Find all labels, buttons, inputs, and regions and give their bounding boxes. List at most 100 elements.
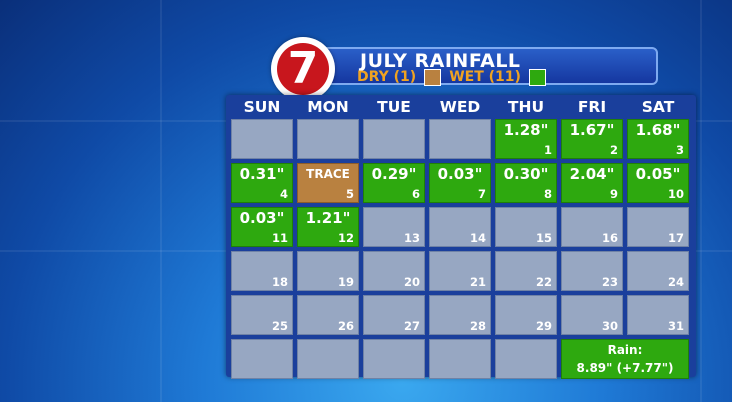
- day-number: 16: [601, 231, 618, 245]
- day-number: 26: [337, 319, 354, 333]
- day-cell-29: 29: [495, 295, 557, 335]
- day-number: 2: [609, 143, 618, 157]
- logo-badge: 7: [277, 43, 329, 95]
- background-stripe: [700, 0, 702, 402]
- total-label: Rain:: [607, 343, 643, 357]
- monthly-total-cell: Rain: 8.89" (+7.77"): [561, 339, 689, 379]
- day-number: 28: [469, 319, 486, 333]
- title-banner: JULY RAINFALL DRY (1) WET (11): [322, 47, 658, 86]
- weekday-label-fri: FRI: [577, 98, 607, 116]
- day-cell-22: 22: [495, 251, 557, 291]
- weekday-header: SUN MON TUE WED THU FRI SAT: [231, 97, 691, 117]
- day-number: 31: [667, 319, 684, 333]
- rainfall-amount: 0.30": [503, 165, 549, 183]
- day-number: 4: [279, 187, 288, 201]
- background-stripe: [160, 0, 162, 402]
- day-number: 6: [411, 187, 420, 201]
- day-number: 15: [535, 231, 552, 245]
- weekday-label-sat: SAT: [641, 98, 675, 116]
- rainfall-amount: 0.29": [371, 165, 417, 183]
- weekday-label-tue: TUE: [377, 98, 411, 116]
- day-number: 18: [271, 275, 288, 289]
- blank-cell: [429, 339, 491, 379]
- day-number: 9: [609, 187, 618, 201]
- day-number: 8: [543, 187, 552, 201]
- rainfall-amount: 0.05": [635, 165, 681, 183]
- day-cell-9: 2.04" 9: [561, 163, 623, 203]
- day-cell-15: 15: [495, 207, 557, 247]
- weekday-label-wed: WED: [439, 98, 481, 116]
- legend-wet-swatch: [528, 68, 546, 86]
- day-cell-19: 19: [297, 251, 359, 291]
- day-cell-28: 28: [429, 295, 491, 335]
- day-number: 30: [601, 319, 618, 333]
- day-cell-31: 31: [627, 295, 689, 335]
- day-cell-13: 13: [363, 207, 425, 247]
- day-number: 1: [543, 143, 552, 157]
- day-number: 10: [667, 187, 684, 201]
- day-cell-12: 1.21" 12: [297, 207, 359, 247]
- day-cell-4: 0.31" 4: [231, 163, 293, 203]
- channel-7-logo: 7: [271, 37, 335, 101]
- day-number: 11: [271, 231, 288, 245]
- day-number: 3: [675, 143, 684, 157]
- day-cell-27: 27: [363, 295, 425, 335]
- rainfall-amount: 0.03": [239, 209, 285, 227]
- blank-cell: [429, 119, 491, 159]
- day-number: 23: [601, 275, 618, 289]
- blank-cell: [231, 119, 293, 159]
- day-cell-17: 17: [627, 207, 689, 247]
- day-cell-11: 0.03" 11: [231, 207, 293, 247]
- day-number: 7: [477, 187, 486, 201]
- blank-cell: [495, 339, 557, 379]
- day-cell-6: 0.29" 6: [363, 163, 425, 203]
- day-cell-30: 30: [561, 295, 623, 335]
- rainfall-amount: TRACE: [306, 167, 350, 181]
- rainfall-amount: 1.68": [635, 121, 681, 139]
- weekday-label-mon: MON: [307, 98, 349, 116]
- day-number: 29: [535, 319, 552, 333]
- day-number: 12: [337, 231, 354, 245]
- day-number: 14: [469, 231, 486, 245]
- day-cell-7: 0.03" 7: [429, 163, 491, 203]
- day-cell-1: 1.28" 1: [495, 119, 557, 159]
- day-number: 5: [345, 187, 354, 201]
- day-number: 25: [271, 319, 288, 333]
- day-cell-21: 21: [429, 251, 491, 291]
- weekday-label-thu: THU: [507, 98, 545, 116]
- blank-cell: [363, 119, 425, 159]
- day-number: 20: [403, 275, 420, 289]
- legend-dry-swatch: [424, 68, 442, 86]
- day-number: 22: [535, 275, 552, 289]
- rainfall-amount: 1.21": [305, 209, 351, 227]
- day-cell-5: TRACE 5: [297, 163, 359, 203]
- day-cell-16: 16: [561, 207, 623, 247]
- day-cell-2: 1.67" 2: [561, 119, 623, 159]
- rainfall-amount: 0.03": [437, 165, 483, 183]
- day-cell-8: 0.30" 8: [495, 163, 557, 203]
- total-value: 8.89" (+7.77"): [576, 361, 674, 375]
- day-cell-26: 26: [297, 295, 359, 335]
- rainfall-calendar: SUN MON TUE WED THU FRI SAT 1.28" 1 1.67" 2 1.68" 3…: [226, 95, 696, 379]
- day-cell-20: 20: [363, 251, 425, 291]
- blank-cell: [297, 339, 359, 379]
- legend-dry-label: DRY (1): [357, 69, 417, 85]
- day-cell-10: 0.05" 10: [627, 163, 689, 203]
- rainfall-amount: 1.67": [569, 121, 615, 139]
- day-cell-18: 18: [231, 251, 293, 291]
- day-number: 13: [403, 231, 420, 245]
- day-cell-3: 1.68" 3: [627, 119, 689, 159]
- blank-cell: [297, 119, 359, 159]
- day-number: 24: [667, 275, 684, 289]
- day-number: 21: [469, 275, 486, 289]
- legend-wet-label: WET (11): [449, 69, 521, 85]
- rainfall-amount: 2.04": [569, 165, 615, 183]
- day-number: 17: [667, 231, 684, 245]
- day-cell-14: 14: [429, 207, 491, 247]
- day-number: 27: [403, 319, 420, 333]
- rainfall-amount: 1.28": [503, 121, 549, 139]
- day-number: 19: [337, 275, 354, 289]
- rainfall-amount: 0.31": [239, 165, 285, 183]
- legend: DRY (1) WET (11): [357, 68, 554, 86]
- page-title: JULY RAINFALL: [360, 50, 521, 72]
